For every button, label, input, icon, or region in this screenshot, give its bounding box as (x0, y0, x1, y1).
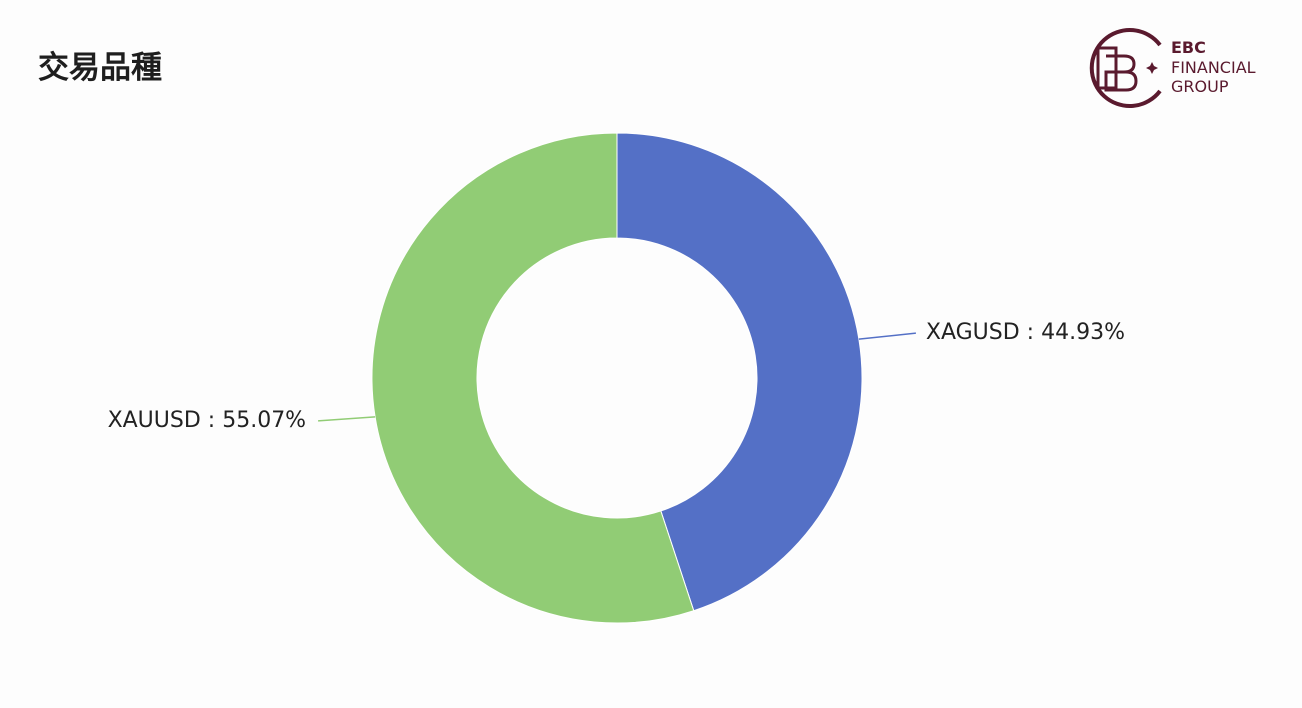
label-separator: : (201, 408, 222, 433)
label-line (858, 332, 916, 340)
donut-slice (371, 132, 695, 624)
label-value: 55.07% (222, 408, 306, 433)
label-name: XAGUSD (926, 320, 1020, 345)
logo-text: GROUP (1171, 77, 1229, 96)
page-title: 交易品種 (38, 50, 162, 86)
label-value: 44.93% (1041, 320, 1125, 345)
label-separator: : (1020, 320, 1041, 345)
logo-ring (1089, 28, 1162, 108)
label-line (318, 416, 376, 422)
donut-slice (616, 132, 863, 612)
label-name: XAUUSD (108, 408, 201, 433)
logo: EBC FINANCIAL GROUP (1089, 28, 1256, 108)
data-label: XAGUSD : 44.93% (926, 320, 1125, 345)
logo-text: EBC (1171, 38, 1206, 57)
logo-mark (1096, 46, 1138, 92)
logo-star (1146, 62, 1158, 74)
data-label: XAUUSD : 55.07% (108, 408, 307, 433)
logo-text: FINANCIAL (1171, 58, 1256, 77)
